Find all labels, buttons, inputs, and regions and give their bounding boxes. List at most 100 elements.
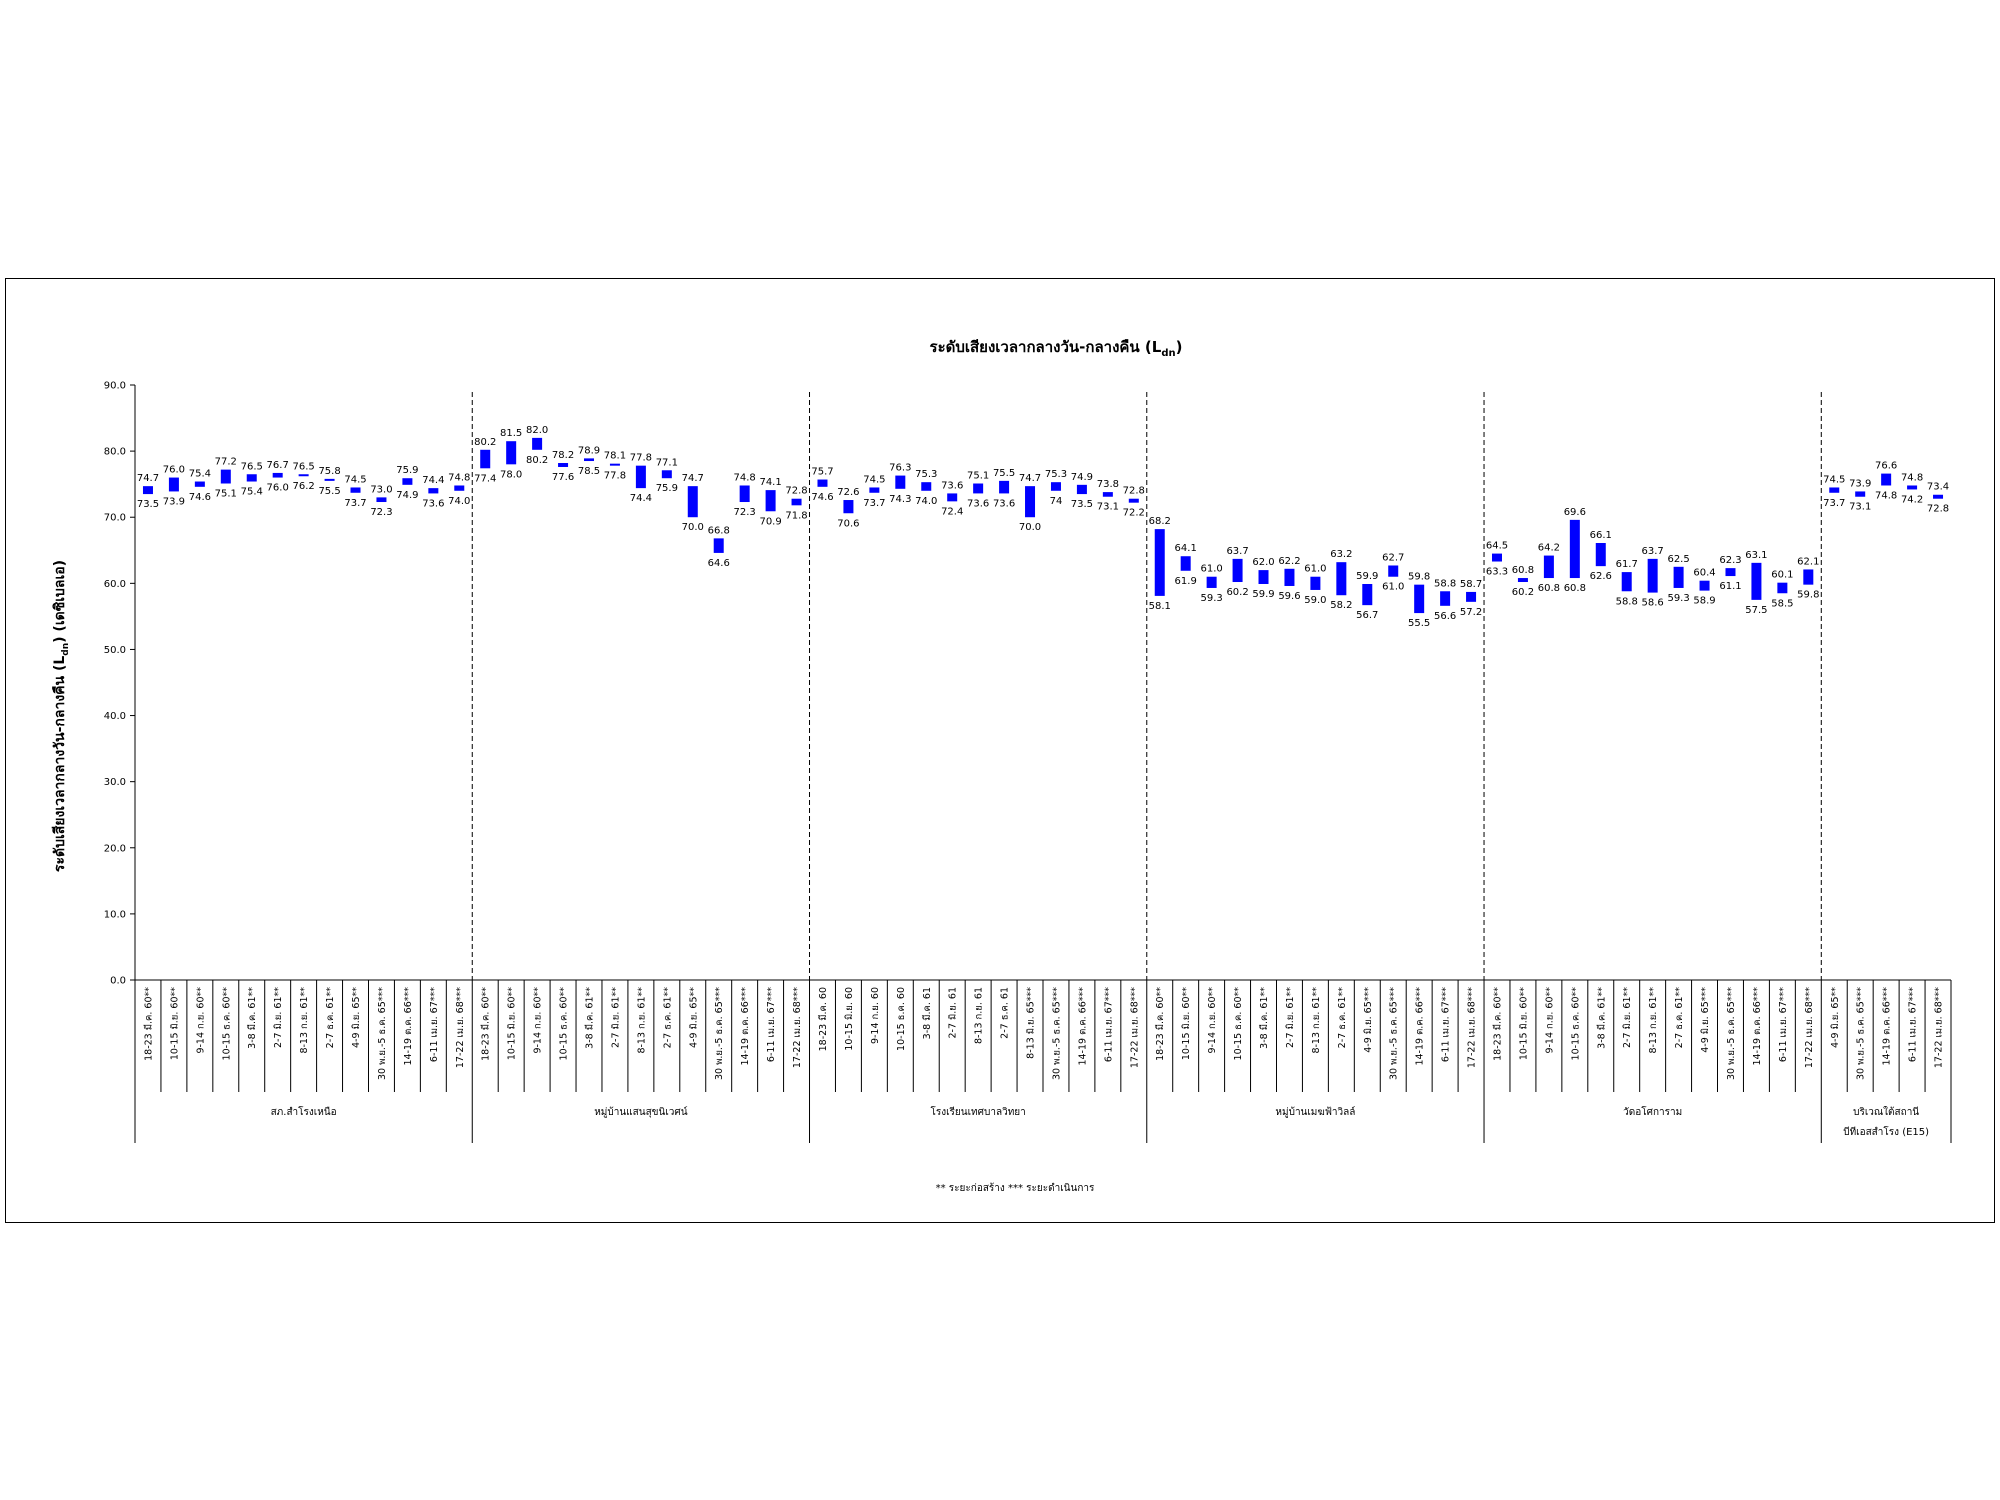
x-tick-label: 17-22 เม.ย. 68*** [1804, 987, 1815, 1068]
low-value-label: 59.0 [1304, 595, 1326, 606]
low-value-label: 78.5 [578, 466, 600, 477]
x-tick-label: 8-13 ก.ย. 61** [1311, 987, 1322, 1054]
range-bar [1258, 570, 1269, 584]
high-value-label: 62.0 [1252, 557, 1274, 568]
low-value-label: 76.2 [292, 481, 314, 492]
low-value-label: 55.5 [1408, 618, 1430, 629]
range-bar [635, 465, 646, 489]
range-bar [869, 487, 880, 493]
high-value-label: 60.4 [1693, 568, 1715, 579]
range-bar [1076, 484, 1087, 495]
x-tick-label: 3-8 มี.ค. 61 [921, 987, 933, 1039]
x-tick-label: 8-13 ก.ย. 61 [974, 987, 985, 1044]
low-value-label: 60.8 [1538, 583, 1560, 594]
range-bar [1725, 568, 1736, 577]
group-label: หมู่บ้านเมฆฟ้าวิลล์ [1275, 1106, 1355, 1118]
low-value-label: 56.7 [1356, 610, 1378, 621]
low-value-label: 74.0 [448, 496, 470, 507]
low-value-label: 72.8 [1927, 504, 1949, 515]
x-tick-label: 10-15 มิ.ย. 60** [507, 987, 518, 1060]
x-tick-label: 4-9 มิ.ย. 65** [688, 987, 699, 1048]
low-value-label: 59.3 [1200, 593, 1222, 604]
high-value-label: 63.7 [1642, 546, 1664, 557]
range-bar [1933, 494, 1944, 499]
high-value-label: 74.7 [1019, 473, 1041, 484]
range-bar [843, 500, 854, 514]
low-value-label: 60.2 [1226, 587, 1248, 598]
high-value-label: 75.1 [967, 471, 989, 482]
legend-text: ** ระยะก่อสร้าง *** ระยะดำเนินการ [936, 1182, 1095, 1194]
y-tick-label: 30.0 [104, 777, 126, 788]
range-bar [454, 485, 465, 491]
y-axis: 0.0 10.0 20.0 30.0 40.0 50.0 60.0 70.0 80.0 90.0 [104, 381, 1951, 987]
range-bar [272, 472, 283, 478]
x-tick-label: 9-14 ก.ย. 60** [195, 987, 206, 1054]
high-value-label: 74.7 [137, 473, 159, 484]
high-value-label: 73.6 [941, 480, 963, 491]
range-bar [350, 487, 361, 493]
group-label-line2: บีทีเอสสำโรง (E15) [1843, 1125, 1929, 1138]
high-value-label: 73.0 [370, 484, 392, 495]
group-label: สภ.สำโรงเหนือ [271, 1105, 337, 1118]
range-bar [1154, 529, 1165, 596]
low-value-label: 57.2 [1460, 607, 1482, 618]
range-bar [1621, 572, 1632, 592]
high-value-label: 80.2 [474, 437, 496, 448]
high-value-label: 73.9 [1849, 478, 1871, 489]
range-bar [1466, 591, 1477, 602]
x-tick-label: 2-7 มิ.ย. 61** [1622, 987, 1633, 1048]
low-value-label: 71.8 [785, 510, 807, 521]
group-label: บริเวณใต้สถานี [1853, 1106, 1919, 1118]
high-value-label: 76.5 [241, 461, 263, 472]
x-tick-label: 4-9 มิ.ย. 65*** [1700, 987, 1711, 1053]
high-value-label: 74.5 [344, 474, 366, 485]
range-bar [765, 490, 776, 512]
y-tick-label: 40.0 [104, 711, 126, 722]
x-tick-label: 9-14 ก.ย. 60** [533, 987, 544, 1054]
range-bar [609, 463, 620, 466]
low-value-label: 77.4 [474, 473, 496, 484]
low-value-label: 70.0 [682, 522, 704, 533]
high-value-label: 72.8 [785, 486, 807, 497]
range-bar [1517, 578, 1528, 583]
low-value-label: 75.5 [318, 486, 340, 497]
range-bar [1647, 558, 1658, 593]
x-tick-label: 17-22 เม.ย. 68*** [1129, 987, 1140, 1068]
range-bar [246, 474, 257, 482]
low-value-label: 58.9 [1693, 596, 1715, 607]
high-value-label: 77.1 [656, 457, 678, 468]
high-value-label: 74.8 [734, 472, 756, 483]
high-value-label: 63.7 [1226, 546, 1248, 557]
range-bar [168, 477, 179, 492]
high-value-label: 76.5 [292, 461, 314, 472]
range-bar [376, 497, 387, 503]
low-value-label: 58.1 [1149, 601, 1171, 612]
x-tick-label: 30 พ.ย.-5 ธ.ค. 65*** [714, 987, 725, 1080]
high-value-label: 73.8 [1097, 479, 1119, 490]
range-bar [428, 488, 439, 494]
range-bar [1414, 584, 1425, 614]
x-tick-label: 3-8 มี.ค. 61** [1595, 987, 1607, 1049]
range-bar [1180, 556, 1191, 571]
x-tick-label: 4-9 มิ.ย. 65** [1830, 987, 1841, 1048]
high-value-label: 76.7 [267, 460, 289, 471]
high-value-label: 76.0 [163, 465, 185, 476]
low-value-label: 75.4 [241, 487, 263, 498]
range-bar [739, 485, 750, 503]
range-bar [687, 486, 698, 518]
high-value-label: 66.1 [1590, 530, 1612, 541]
low-value-label: 80.2 [526, 455, 548, 466]
group-label: วัดอโศการาม [1623, 1105, 1682, 1118]
high-value-label: 75.3 [1045, 469, 1067, 480]
low-value-label: 73.1 [1849, 502, 1871, 513]
range-bar [532, 437, 543, 450]
range-bar [973, 483, 984, 494]
x-tick-label: 2-7 มิ.ย. 61** [1285, 987, 1296, 1048]
high-value-label: 72.8 [1123, 486, 1145, 497]
low-value-label: 73.9 [163, 496, 185, 507]
y-tick-label: 70.0 [104, 513, 126, 524]
high-value-label: 64.5 [1486, 541, 1508, 552]
high-value-label: 69.6 [1564, 507, 1586, 518]
x-tick-label: 10-15 มิ.ย. 60** [1181, 987, 1192, 1060]
high-value-label: 75.9 [396, 465, 418, 476]
